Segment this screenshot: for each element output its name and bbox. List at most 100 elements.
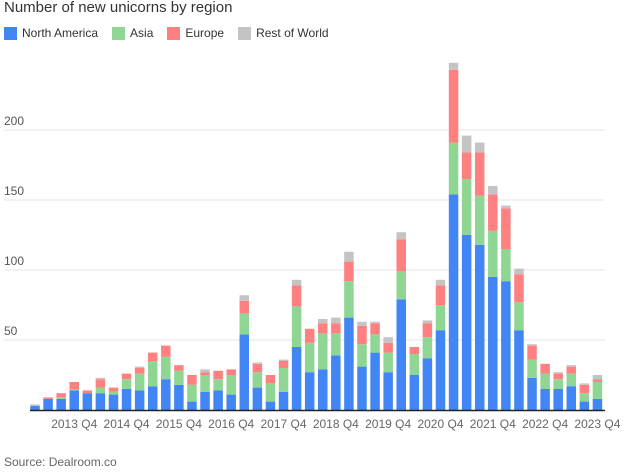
bar-segment-rest-of-world <box>461 135 472 153</box>
bar-segment-rest-of-world <box>344 251 354 262</box>
bar-segment-north-america <box>344 317 354 410</box>
legend-label: Europe <box>185 26 225 40</box>
bar-segment-europe <box>422 323 433 338</box>
bar-segment-europe <box>187 375 197 385</box>
bar-segment-asia <box>331 333 341 356</box>
bar-segment-europe <box>488 194 498 231</box>
bar-segment-north-america <box>291 347 302 410</box>
bar-segment-asia <box>448 142 459 195</box>
y-tick-label: 200 <box>4 114 24 128</box>
bar-segment-europe <box>265 375 276 384</box>
bar-segment-asia <box>69 389 79 391</box>
legend-item-rest-of-world: Rest of World <box>238 26 329 40</box>
bar-segment-asia <box>592 382 603 399</box>
bar-segment-europe <box>501 208 511 249</box>
legend-swatch <box>112 26 126 40</box>
x-tick-label: 2022 Q4 <box>522 417 568 431</box>
bar-segment-north-america <box>304 372 315 410</box>
bar-segment-north-america <box>95 393 106 410</box>
bar-segment-asia <box>265 383 276 402</box>
bar-segment-europe <box>147 352 158 361</box>
bar-segment-rest-of-world <box>134 366 145 368</box>
bar-segment-asia <box>396 271 406 300</box>
bar-segment-north-america <box>278 391 289 410</box>
bar-segment-asia <box>461 179 472 235</box>
bar-segment-rest-of-world <box>200 369 210 373</box>
bar-segment-north-america <box>30 405 40 410</box>
bar-segment-europe <box>383 342 393 353</box>
bar-segment-asia <box>239 313 250 335</box>
x-tick-label: 2015 Q4 <box>156 417 202 431</box>
bar-segment-europe <box>278 361 289 368</box>
bar-segment-north-america <box>134 390 145 410</box>
bar-segment-europe <box>331 323 341 333</box>
bar-segment-north-america <box>553 389 563 410</box>
bar-segment-north-america <box>161 379 171 410</box>
bar-segment-europe <box>174 365 184 371</box>
bar-segment-europe <box>553 373 563 380</box>
bar-segment-asia <box>435 305 446 331</box>
bar-segment-asia <box>187 384 197 402</box>
bar-segment-rest-of-world <box>370 321 380 324</box>
bar-segment-asia <box>409 354 420 375</box>
bar-segment-europe <box>409 347 420 354</box>
x-tick-label: 2023 Q4 <box>574 417 620 431</box>
bar-segment-rest-of-world <box>474 142 485 153</box>
bar-segment-rest-of-world <box>95 377 106 380</box>
bar-segment-rest-of-world <box>488 186 498 195</box>
legend-item-north-america: North America <box>4 26 98 40</box>
bar-segment-europe <box>396 239 406 272</box>
bar-segment-asia <box>213 379 223 391</box>
bar-segment-rest-of-world <box>553 372 563 374</box>
bar-segment-europe <box>514 274 524 303</box>
bar-segment-europe <box>448 69 459 143</box>
bar-segment-europe <box>108 387 119 392</box>
bar-segment-asia <box>200 375 210 392</box>
bar-segment-north-america <box>488 277 498 410</box>
x-tick-label: 2013 Q4 <box>51 417 97 431</box>
bar-segment-europe <box>540 363 550 374</box>
bar-segment-rest-of-world <box>357 321 367 326</box>
bar-segment-north-america <box>252 387 263 410</box>
bar-segment-north-america <box>147 386 158 410</box>
bar-segment-rest-of-world <box>422 320 433 324</box>
bar-segment-rest-of-world <box>579 383 590 385</box>
legend: North America Asia Europe Rest of World <box>4 26 329 40</box>
bar-segment-rest-of-world <box>435 279 446 286</box>
bar-segment-europe <box>304 328 315 343</box>
bar-segment-europe <box>226 369 236 375</box>
bar-segment-rest-of-world <box>514 268 524 275</box>
bar-segment-europe <box>161 345 171 357</box>
bar-segment-europe <box>344 261 354 282</box>
bar-segment-asia <box>527 359 537 378</box>
bar-segment-north-america <box>396 299 406 410</box>
y-tick-label: 100 <box>4 254 24 268</box>
bar-segment-europe <box>239 300 250 314</box>
bar-segment-europe <box>318 323 328 333</box>
x-tick-label: 2014 Q4 <box>104 417 150 431</box>
bar-segment-europe <box>592 379 603 382</box>
x-tick-label: 2017 Q4 <box>260 417 306 431</box>
bar-segment-europe <box>527 345 537 360</box>
bar-segment-asia <box>121 379 132 389</box>
bar-segment-north-america <box>461 235 472 410</box>
bar-segment-north-america <box>200 391 210 410</box>
bar-segment-asia <box>566 373 577 387</box>
legend-label: Rest of World <box>256 26 329 40</box>
bar-segment-north-america <box>592 398 603 410</box>
bar-segment-asia <box>252 372 263 388</box>
source-note: Source: Dealroom.co <box>4 455 117 469</box>
bar-segment-rest-of-world <box>318 319 328 324</box>
bar-segment-asia <box>304 342 315 373</box>
x-tick-label: 2018 Q4 <box>313 417 359 431</box>
bar-segment-north-america <box>579 401 590 410</box>
bar-segment-north-america <box>318 369 328 410</box>
bar-segment-north-america <box>422 358 433 410</box>
bar-segment-europe <box>291 285 302 307</box>
bar-segment-europe <box>474 152 485 196</box>
bar-segment-europe <box>370 323 380 335</box>
bar-segment-rest-of-world <box>566 365 577 367</box>
bar-segment-north-america <box>514 330 524 410</box>
y-tick-label: 50 <box>4 324 18 338</box>
bar-segment-europe <box>95 379 106 388</box>
